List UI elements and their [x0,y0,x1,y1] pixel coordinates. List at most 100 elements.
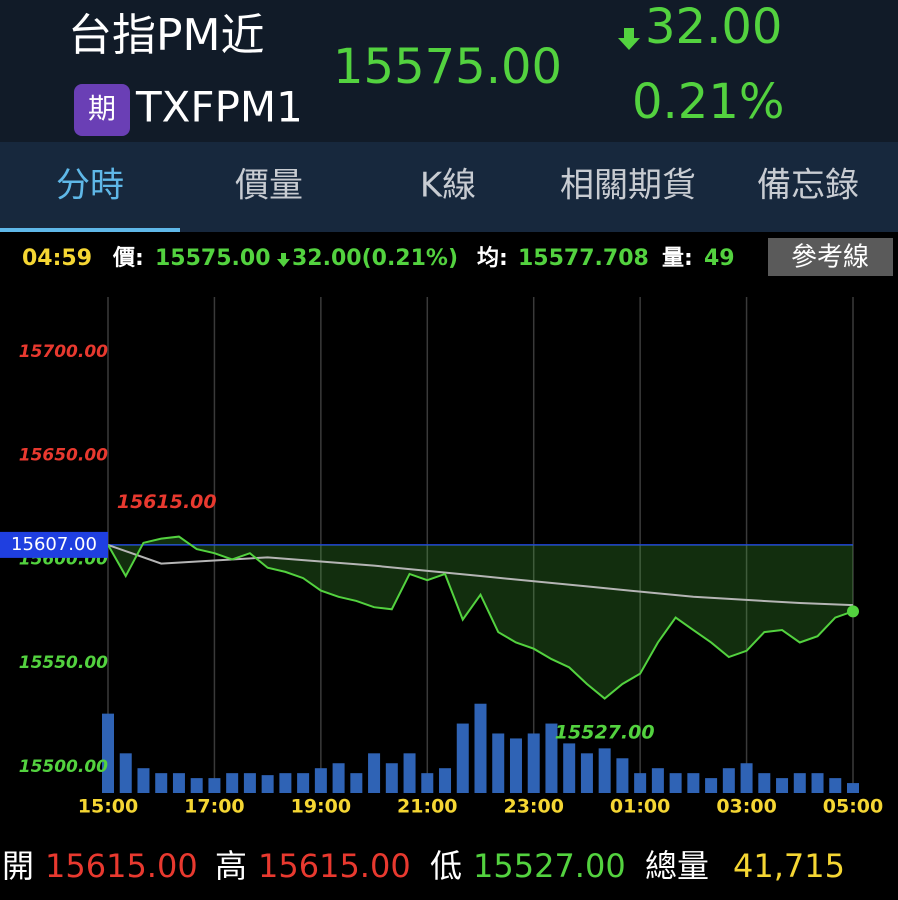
volume-bar [563,743,576,793]
volume-bar [279,773,292,793]
price: 15575.00 [333,39,562,95]
tab[interactable]: K線 [420,166,476,206]
x-tick-label: 23:00 [503,796,563,818]
volume-bar [687,773,700,793]
volume-bar [847,783,859,793]
high: 15615.00 [258,847,411,885]
volume-bar [829,778,842,793]
change-pct: 0.21% [632,74,784,130]
volume-bar [669,773,682,793]
annotation: 15615.00 [117,491,217,513]
volume-bar [297,773,310,793]
change: 32.00 [645,0,782,55]
volume-bar [102,713,114,793]
annotation: 15527.00 [555,721,655,743]
volume-bar [776,778,789,793]
volume-bar [314,768,327,793]
volume-bar [527,733,540,793]
tab[interactable]: 備忘錄 [757,166,859,206]
down-arrow [277,253,290,267]
open: 15615.00 [45,847,198,885]
tab[interactable]: 相關期貨 [560,166,696,206]
volume-bar [332,763,345,793]
volume-bar [368,753,381,793]
tab[interactable]: 價量 [235,166,303,206]
volume-bar [616,758,629,793]
button-bg[interactable] [768,238,893,276]
volume-bar [350,773,363,793]
area-fill [108,536,853,699]
info-volume: 49 [704,246,735,271]
high-label: 高 [215,847,247,885]
tabs: 分時 價量 K線 相關期貨 備忘錄 [56,166,859,206]
last-point [847,605,859,618]
tab-underline [0,228,180,232]
y-tick-label: 15700.00 [19,342,108,362]
volume-bar [403,753,416,793]
volume-bar [492,733,505,793]
x-tick-label: 21:00 [397,796,457,818]
volume-bar [226,773,239,793]
volume-bar [793,773,806,793]
time: 04:59 [22,246,92,271]
volume-bar [740,763,753,793]
x-tick-label: 03:00 [716,796,776,818]
volume-bar [634,773,647,793]
volume-bar [580,753,593,793]
price-line [107,535,854,700]
down-arrow [618,28,640,50]
low-label: 低 [430,847,462,885]
header-bg [0,0,898,142]
y-tick-label: 15650.00 [19,446,108,466]
tab-bar [0,142,898,232]
x-tick-label: 17:00 [184,796,244,818]
open-label: 開 [2,847,34,885]
price-label: 價: [112,246,144,271]
volume-bar [208,778,221,793]
title: 台指PM近 [68,10,265,61]
low: 15527.00 [473,847,626,885]
total: 41,715 [733,847,845,885]
price-line [107,543,854,607]
chart: 15:00 17:00 19:00 21:00 23:00 01:00 03:00 05:00… [0,297,883,818]
reference-box [0,531,108,558]
volume-bar [474,703,487,793]
volume-bar [190,778,203,793]
volume-bar [172,773,185,793]
total-label: 總量 [645,847,709,885]
volume-bar [155,773,168,793]
code: TXFPM1 [135,83,303,132]
reference-label: 15607.00 [11,534,97,555]
volume-bar [705,778,718,793]
x-tick-label: 05:00 [823,796,883,818]
x-tick-label: 01:00 [610,796,670,818]
x-tick-label: 15:00 [78,796,138,818]
tab[interactable]: 分時 [56,166,124,206]
badge-bg [74,84,130,136]
volume-bar [758,773,771,793]
y-tick-label: 15500.00 [19,757,108,777]
info-change: 32.00(0.21%) [292,246,458,271]
volume-bar [439,768,452,793]
volume-bar [722,768,735,793]
volume-bar [651,768,664,793]
volume-bar [119,753,132,793]
volume-bar [545,723,558,793]
avg-label: 均: [477,245,508,271]
volume-bar [811,773,824,793]
info-price: 15575.00 [155,246,271,271]
y-tick-label: 15550.00 [19,653,108,673]
volume-bar [243,773,256,793]
volume-bar [421,773,434,793]
volume-bar [598,748,611,793]
volume-bar [261,775,274,793]
volume-bar [137,768,150,793]
volume-bar [509,738,522,793]
badge: 期 [88,92,116,125]
volume-bar [456,723,469,793]
volume-bar [385,763,398,793]
volume-label: 量: [662,246,693,271]
ref-line-button[interactable]: 參考線 [791,243,869,273]
